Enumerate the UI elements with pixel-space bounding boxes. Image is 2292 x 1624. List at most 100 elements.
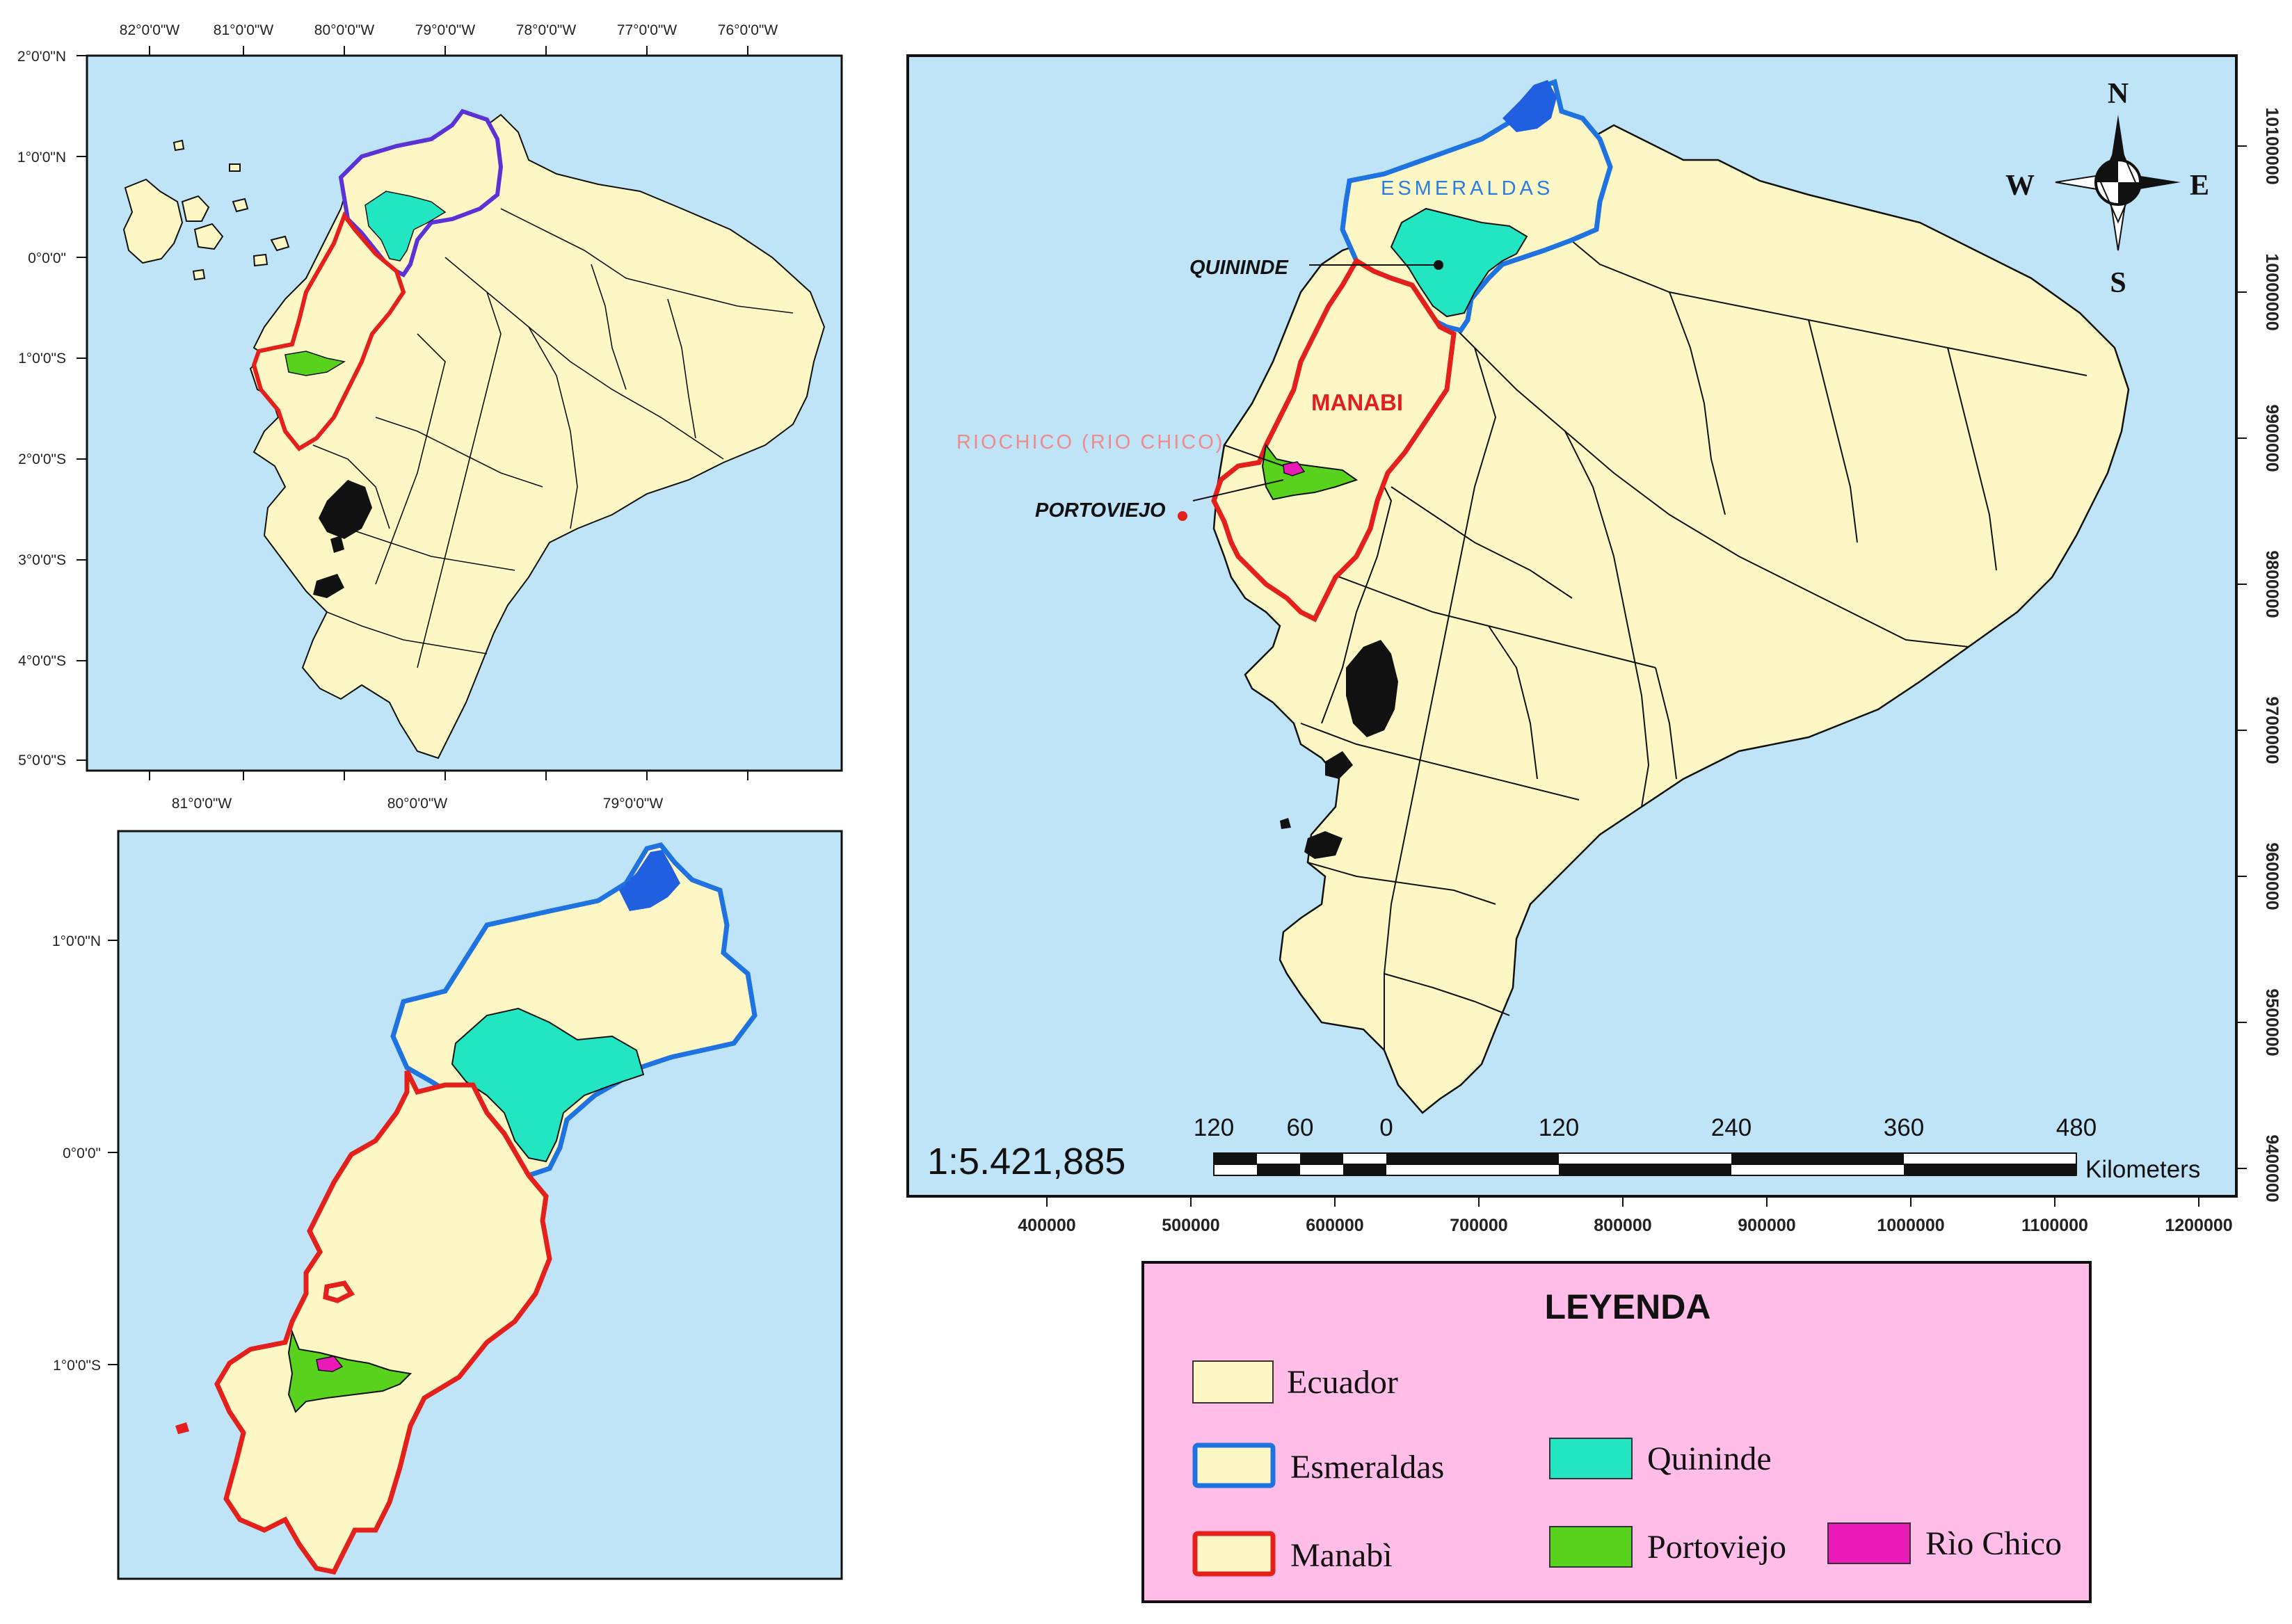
scale-bar <box>1213 1152 2077 1176</box>
main-x-label: 500000 <box>1162 1216 1219 1235</box>
legend-label-esmeraldas: Esmeraldas <box>1290 1449 1444 1486</box>
zoom-lat-label: 1°0'0"S <box>53 1358 101 1374</box>
main-leader-lines <box>1192 264 1438 501</box>
main-y-label: 9700000 <box>2262 696 2282 764</box>
compass-n-label: N <box>2108 78 2129 110</box>
main-province-lines <box>1300 229 2087 1050</box>
legend-label-manabi: Manabì <box>1290 1537 1393 1574</box>
scale-tick-label: 480 <box>2056 1114 2097 1141</box>
main-x-label: 1100000 <box>2021 1216 2088 1235</box>
overview-lat-labels: 2°0'0"N 1°0'0"N 0°0'0" 1°0'0"S 2°0'0"S 3… <box>17 49 66 769</box>
overview-gulf-islands <box>313 480 372 598</box>
main-y-labels: 10100000 10000000 9900000 9800000 970000… <box>2262 107 2282 1202</box>
scale-tick-label: 360 <box>1884 1114 1924 1141</box>
overview-manabi <box>251 211 406 451</box>
legend-swatch-rio-chico <box>1827 1522 1911 1564</box>
zoom-manabi <box>214 1070 552 1575</box>
north-arrow: N S W E <box>2005 78 2209 299</box>
compass-s-label: S <box>2110 267 2126 299</box>
overview-lat-label: 3°0'0"S <box>18 552 66 568</box>
overview-galapagos <box>122 139 290 281</box>
overview-province-lines <box>312 208 794 668</box>
overview-lat-label: 2°0'0"N <box>17 49 66 65</box>
main-y-label: 9500000 <box>2262 988 2282 1056</box>
main-x-ticks <box>1046 1196 2199 1207</box>
zoom-manabi-island <box>175 1422 189 1434</box>
overview-bottom-lon-labels: 81°0'0"W 80°0'0"W 79°0'0"W <box>172 796 664 812</box>
portoviejo-label: PORTOVIEJO <box>1035 499 1166 522</box>
scale-tick-label: 0 <box>1379 1114 1393 1141</box>
zoom-rio-chico <box>316 1356 344 1372</box>
scale-tick-label: 120 <box>1194 1114 1234 1141</box>
overview-bottom-lon-label: 80°0'0"W <box>387 796 448 812</box>
main-y-label: 10100000 <box>2262 107 2282 184</box>
main-quininde <box>1390 207 1528 318</box>
main-x-label: 700000 <box>1450 1216 1507 1235</box>
quininde-label: QUININDE <box>1189 257 1289 279</box>
legend-swatch-esmeraldas <box>1192 1442 1276 1488</box>
scale-ratio: 1:5.421,885 <box>927 1141 1125 1182</box>
overview-bottom-ticks <box>149 771 748 780</box>
quininde-point <box>1434 260 1443 270</box>
legend-label-rio-chico: Rìo Chico <box>1925 1525 2062 1562</box>
main-y-label: 9800000 <box>2262 550 2282 618</box>
main-y-label: 9600000 <box>2262 842 2282 910</box>
scale-tick-label: 60 <box>1287 1114 1314 1141</box>
legend-swatch-portoviejo <box>1549 1526 1633 1568</box>
overview-top-lon-label: 78°0'0"W <box>516 22 577 38</box>
scale-tick-label: 240 <box>1711 1114 1752 1141</box>
zoom-lat-label: 0°0'0" <box>63 1145 101 1161</box>
overview-top-lon-label: 81°0'0"W <box>214 22 274 38</box>
legend-swatch-quininde <box>1549 1438 1633 1479</box>
overview-quininde <box>364 191 447 262</box>
zoom-manabi-inlet <box>323 1280 355 1303</box>
main-x-label: 600000 <box>1306 1216 1363 1235</box>
main-rio-chico <box>1283 461 1306 476</box>
overview-lat-label: 1°0'0"N <box>17 150 66 166</box>
esmeraldas-label: ESMERALDAS <box>1381 177 1553 200</box>
overview-lat-label: 5°0'0"S <box>18 753 66 769</box>
overview-top-lon-label: 80°0'0"W <box>314 22 375 38</box>
legend-label-quininde: Quininde <box>1647 1440 1772 1477</box>
zoom-map: 1°0'0"N 0°0'0" 1°0'0"S <box>52 830 843 1580</box>
overview-map: 82°0'0"W 81°0'0"W 80°0'0"W 79°0'0"W 78°0… <box>17 22 843 812</box>
manabi-label: MANABI <box>1311 389 1403 415</box>
main-gulf-islands <box>1280 640 1398 859</box>
scale-unit: Kilometers <box>2085 1156 2200 1183</box>
main-map: ESMERALDAS QUININDE MANABI RIOCHICO (RIO… <box>906 54 2282 1235</box>
legend: LEYENDA Ecuador Esmeraldas Manabì Quinin… <box>1141 1261 2092 1603</box>
legend-title: LEYENDA <box>1545 1287 1711 1326</box>
main-x-label: 900000 <box>1738 1216 1795 1235</box>
compass-w-label: W <box>2005 170 2035 202</box>
overview-bottom-lon-label: 81°0'0"W <box>172 796 232 812</box>
overview-top-lon-label: 76°0'0"W <box>718 22 778 38</box>
riochico-label: RIOCHICO (RIO CHICO) <box>956 431 1224 453</box>
overview-lat-label: 4°0'0"S <box>18 653 66 669</box>
zoom-esmeraldas-blue-patch <box>619 850 680 911</box>
overview-lat-label: 0°0'0" <box>28 250 66 266</box>
overview-lat-label: 2°0'0"S <box>18 451 66 467</box>
legend-swatch-manabi <box>1192 1531 1276 1577</box>
zoom-lat-ticks <box>108 940 118 1365</box>
main-x-label: 400000 <box>1018 1216 1075 1235</box>
main-x-label: 1200000 <box>2165 1216 2232 1235</box>
overview-top-lon-label: 79°0'0"W <box>415 22 476 38</box>
main-x-label: 1000000 <box>1877 1216 1944 1235</box>
main-esmeraldas-blue-patch <box>1502 80 1557 132</box>
zoom-lat-label: 1°0'0"N <box>52 933 101 949</box>
main-y-ticks <box>2236 145 2247 1169</box>
overview-lat-label: 1°0'0"S <box>18 351 66 367</box>
overview-bottom-lon-label: 79°0'0"W <box>603 796 664 812</box>
zoom-portoviejo <box>287 1329 412 1413</box>
overview-portoviejo <box>285 351 346 376</box>
overview-lat-ticks <box>77 55 87 761</box>
overview-top-lon-label: 77°0'0"W <box>617 22 678 38</box>
portoviejo-point <box>1178 511 1187 521</box>
main-y-label: 9400000 <box>2262 1134 2282 1202</box>
zoom-lat-labels: 1°0'0"N 0°0'0" 1°0'0"S <box>52 933 101 1374</box>
main-manabi <box>1211 257 1457 622</box>
scale-tick-labels: 120 60 0 120 240 360 480 <box>1194 1114 2097 1141</box>
legend-label-ecuador: Ecuador <box>1287 1364 1398 1401</box>
overview-top-lon-labels: 82°0'0"W 81°0'0"W 80°0'0"W 79°0'0"W 78°0… <box>120 22 778 38</box>
